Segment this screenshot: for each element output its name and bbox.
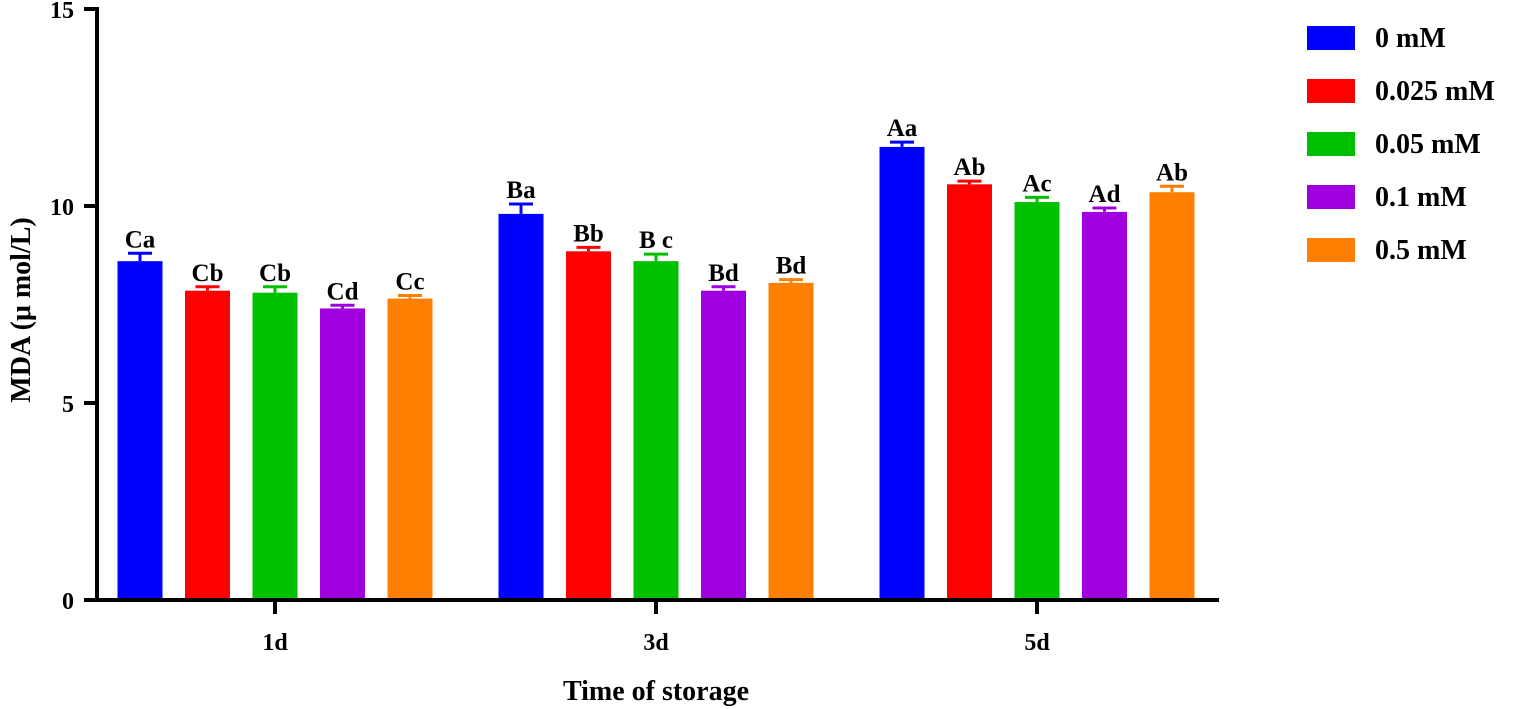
bar (768, 282, 814, 600)
significance-label: Ba (506, 177, 536, 204)
significance-label: Ac (1022, 170, 1051, 197)
bar (1082, 211, 1127, 600)
significance-label: Cb (192, 260, 224, 287)
bar (320, 308, 365, 600)
significance-label: B c (639, 227, 673, 254)
legend-swatch (1307, 26, 1355, 50)
bar (185, 290, 230, 600)
legend-label: 0.05 mM (1375, 129, 1481, 160)
bar (387, 298, 433, 600)
bar (879, 146, 925, 600)
bar (566, 251, 611, 600)
significance-label: Cc (395, 268, 424, 295)
significance-label: Cb (259, 260, 291, 287)
bar (633, 261, 679, 600)
bar (117, 261, 163, 600)
legend-swatch (1307, 132, 1355, 156)
bar (947, 184, 992, 600)
significance-label: Ab (954, 154, 986, 181)
significance-label: Aa (887, 115, 918, 142)
bar (1149, 192, 1195, 600)
legend-label: 0 mM (1375, 23, 1446, 54)
legend-swatch (1307, 185, 1355, 209)
y-axis-title: MDA (μ mol/L) (6, 217, 37, 402)
significance-label: Ca (125, 226, 156, 253)
legend-label: 0.1 mM (1375, 182, 1467, 213)
legend-swatch (1307, 238, 1355, 262)
significance-label: Ab (1156, 159, 1188, 186)
y-tick-label: 5 (62, 392, 74, 418)
legend-label: 0.025 mM (1375, 76, 1495, 107)
x-tick-label: 5d (1024, 630, 1050, 656)
significance-label: Bb (573, 220, 604, 247)
y-tick-label: 15 (50, 0, 74, 24)
significance-label: Bd (708, 260, 739, 287)
significance-label: Cd (327, 278, 359, 305)
legend: 0 mM 0.025 mM 0.05 mM 0.1 mM 0.5 mM (1307, 23, 1495, 266)
significance-label: Bd (776, 253, 807, 280)
legend-label: 0.5 mM (1375, 235, 1467, 266)
significance-label: Ad (1089, 181, 1121, 208)
x-axis-title: Time of storage (563, 676, 749, 707)
y-tick-label: 0 (62, 589, 74, 615)
ticks-layer: 0 5 10 15 1d 3d 5d (50, 0, 1050, 656)
bar (252, 292, 298, 600)
bar (498, 213, 544, 600)
bar (1014, 202, 1060, 600)
legend-swatch (1307, 79, 1355, 103)
x-tick-label: 1d (262, 630, 288, 656)
bars-layer: Ca Cb Cb Cd Cc Ba Bb B c Bd Bd Aa Ab Ac Ad Ab (117, 115, 1195, 600)
y-tick-label: 10 (50, 195, 74, 221)
x-tick-label: 3d (643, 630, 669, 656)
bar (701, 290, 746, 600)
